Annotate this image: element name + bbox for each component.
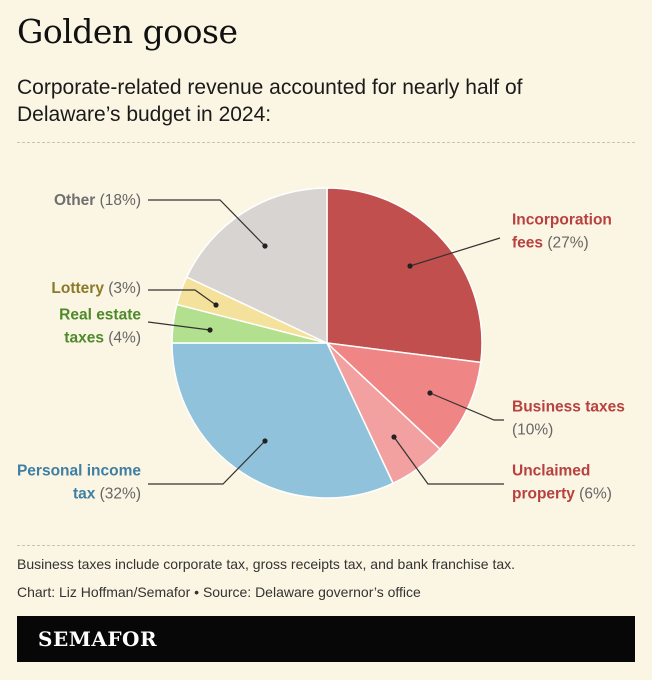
slice-personal-income-tax (171, 342, 394, 499)
top-divider (17, 142, 635, 143)
leader-dot-unclaimed-property (391, 434, 397, 440)
brand-logo: SEMAFOR (38, 627, 158, 651)
leader-dot-personal-income-tax (262, 438, 268, 444)
leader-line-business-taxes (429, 392, 504, 421)
leader-line-incorporation-fees (409, 237, 501, 267)
slice-other (185, 187, 328, 345)
leader-dot-business-taxes (427, 390, 433, 396)
label-personal-income-tax: Personal income tax (32%) (17, 463, 141, 503)
label-business-taxes: Business taxes (10%) (512, 399, 625, 439)
leader-dot-other (262, 243, 268, 249)
chart-title: Golden goose (17, 12, 238, 51)
brand-bar: SEMAFOR (17, 616, 635, 662)
source-credit: Chart: Liz Hoffman/Semafor • Source: Del… (17, 584, 421, 600)
leader-line-other (148, 199, 266, 247)
footnote: Business taxes include corporate tax, gr… (17, 556, 516, 572)
bottom-divider (17, 545, 635, 546)
leader-line-lottery (148, 289, 217, 306)
label-real-estate-taxes: Real estate taxes (4%) (59, 307, 141, 347)
leader-dot-real-estate-taxes (207, 327, 213, 333)
pie-chart: Incorporation fees (27%) Business taxes (10… (17, 187, 625, 503)
leader-dot-lottery (213, 302, 219, 308)
label-other: Other (18%) (54, 192, 141, 209)
slice-incorporation-fees (326, 187, 483, 364)
chart-subtitle: Corporate-related revenue accounted for … (17, 76, 523, 126)
leader-line-unclaimed-property (393, 436, 504, 485)
leader-dot-incorporation-fees (407, 263, 413, 269)
label-unclaimed-property: Unclaimed property (6%) (512, 463, 612, 503)
label-lottery: Lottery (3%) (51, 280, 141, 297)
leader-line-personal-income-tax (148, 440, 266, 485)
label-incorporation-fees: Incorporation fees (27%) (512, 212, 612, 252)
leader-line-real-estate-taxes (147, 321, 211, 331)
